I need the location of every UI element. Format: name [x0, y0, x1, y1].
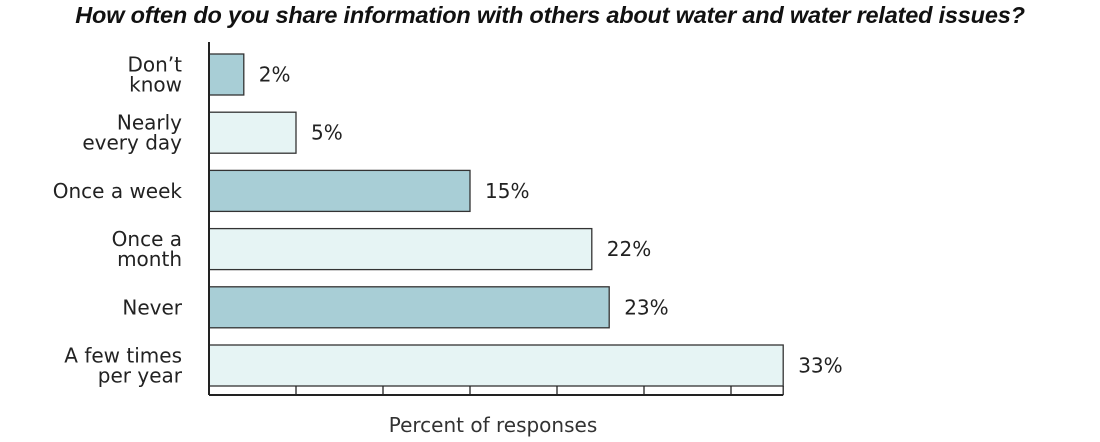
bar — [208, 286, 610, 329]
value-label: 5% — [311, 121, 343, 145]
category-label: Once a week — [53, 179, 183, 203]
chart-title: How often do you share information with … — [75, 2, 1025, 28]
x-axis — [208, 42, 784, 396]
value-label: 33% — [798, 354, 842, 378]
category-label: A few times per year — [64, 344, 182, 388]
bar — [208, 111, 297, 154]
category-label: Once a month — [112, 227, 182, 271]
value-label: 15% — [485, 179, 529, 203]
bar — [208, 344, 784, 387]
value-label: 23% — [624, 295, 668, 319]
category-label: Don’t know — [127, 53, 182, 97]
bar — [208, 169, 471, 213]
labels-layer: 2% Don’t know 5% Nearly every day 15% Once a we… — [53, 53, 843, 388]
x-axis-title: Percent of responses — [389, 413, 598, 437]
category-label: Never — [122, 295, 182, 319]
category-label: Nearly every day — [82, 111, 182, 155]
bars-layer — [208, 53, 784, 387]
value-label: 22% — [607, 237, 651, 261]
bar — [208, 227, 593, 271]
bar — [208, 53, 245, 96]
value-label: 2% — [259, 63, 291, 87]
